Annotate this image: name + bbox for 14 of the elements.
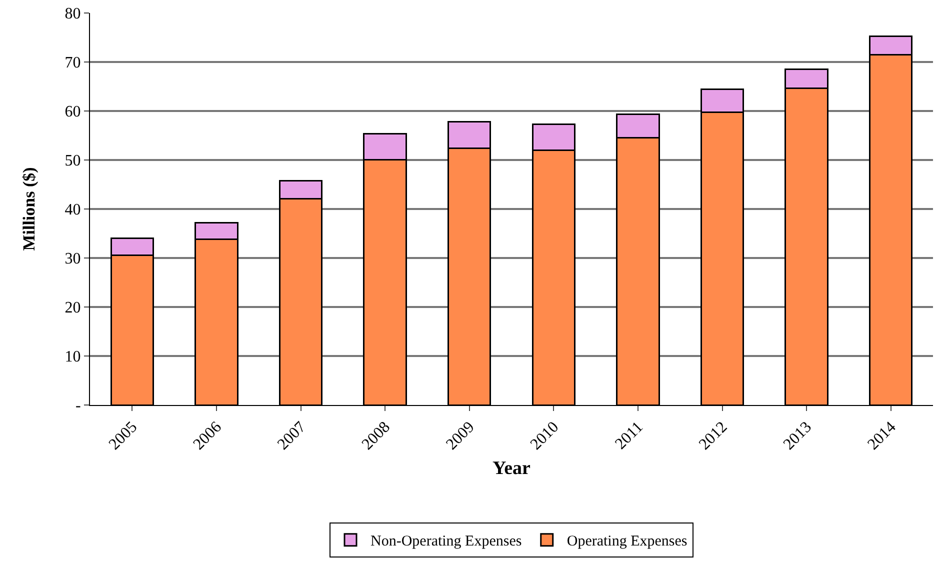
y-tick-label: 80 (64, 6, 81, 23)
y-tick-label: 70 (64, 54, 81, 72)
x-axis-title: Year (492, 458, 532, 480)
y-tick-label: 40 (64, 202, 81, 219)
y-tick-label: 20 (64, 300, 81, 317)
y-tick-label: 10 (64, 348, 81, 366)
legend-label: Operating Expenses (566, 534, 688, 550)
x-tick-label: 2011 (612, 418, 646, 453)
y-axis-title: Millions ($) (19, 167, 38, 251)
legend-label: Non-Operating Expenses (370, 534, 522, 550)
y-tick-label: - (75, 398, 81, 415)
y-tick-label: 60 (64, 104, 81, 121)
y-tick-label: 50 (64, 152, 81, 170)
y-tick-label: 30 (64, 250, 81, 268)
